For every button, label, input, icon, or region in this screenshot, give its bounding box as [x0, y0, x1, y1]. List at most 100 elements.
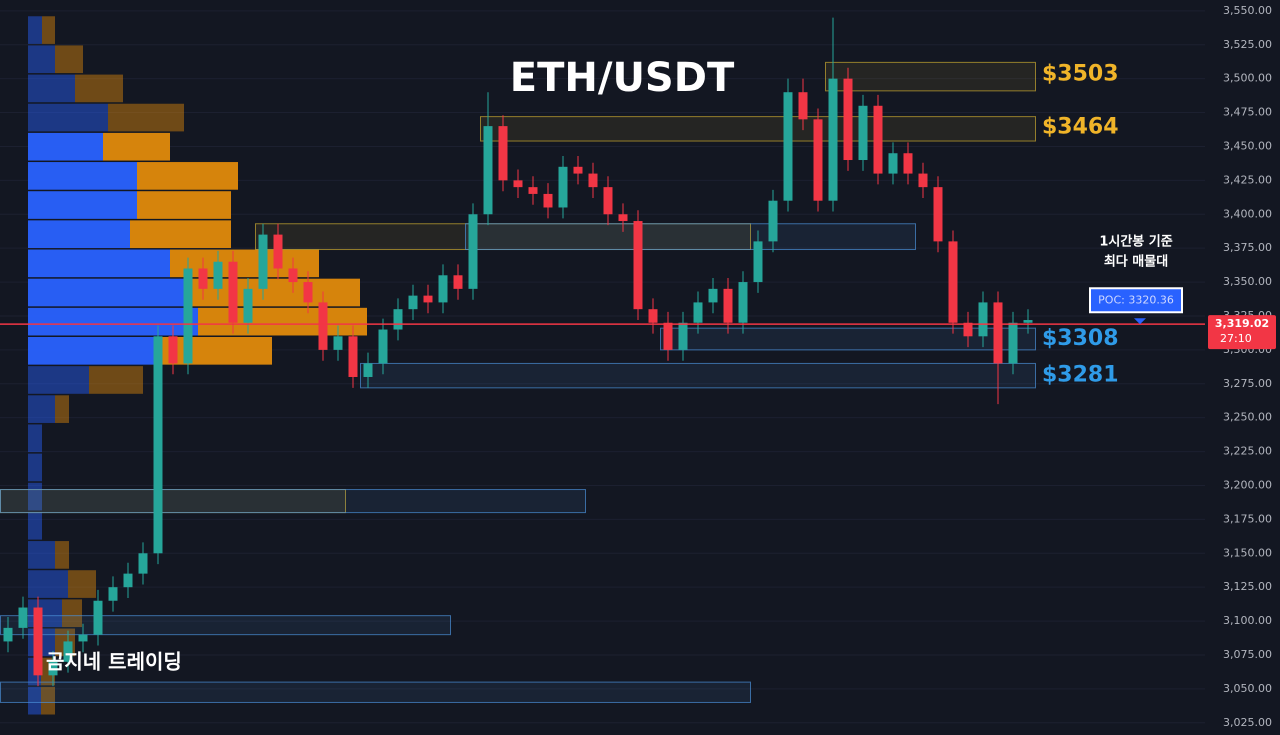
zone	[0, 489, 586, 514]
candle-body	[123, 573, 133, 588]
poc-label: POC: 3320.36	[1098, 293, 1174, 306]
candle-body	[153, 336, 163, 554]
y-tick-label: 3,500.00	[1223, 72, 1272, 85]
candle-body	[1008, 322, 1018, 364]
candle-body	[378, 329, 388, 364]
candle-body	[63, 641, 73, 662]
watermark: 곰지네 트레이딩	[46, 650, 182, 674]
candle-body	[348, 336, 358, 377]
y-tick-label: 3,075.00	[1223, 648, 1272, 661]
y-tick-label: 3,100.00	[1223, 614, 1272, 627]
zone	[255, 223, 751, 251]
candle-body	[513, 180, 523, 188]
candle-body	[618, 214, 628, 222]
candle-body	[18, 607, 28, 628]
candle-body	[918, 173, 928, 188]
candle-body	[993, 302, 1003, 364]
zone	[465, 223, 916, 251]
y-tick-label: 3,400.00	[1223, 207, 1272, 220]
candle-body	[873, 105, 883, 174]
profile-buy-bar	[28, 278, 190, 307]
candle-body	[393, 309, 403, 330]
candle-body	[753, 241, 763, 283]
candle-body	[678, 322, 688, 350]
profile-sell-bar	[198, 307, 367, 336]
candle-body	[273, 234, 283, 269]
candle-body	[483, 126, 493, 215]
candle-body	[453, 275, 463, 289]
candle-body	[903, 153, 913, 174]
candle-body	[573, 166, 583, 174]
candle-body	[543, 193, 553, 208]
zone	[660, 327, 1036, 351]
poc-pointer	[1134, 318, 1146, 325]
y-tick-label: 3,150.00	[1223, 546, 1272, 559]
last-price-label: 3,319.02	[1215, 317, 1269, 330]
candle-body	[813, 119, 823, 201]
last-price-box	[1208, 315, 1276, 350]
zone	[825, 61, 1036, 92]
candle-body	[783, 92, 793, 201]
candle-body	[693, 302, 703, 323]
candle-body	[108, 587, 118, 601]
candle-body	[228, 261, 238, 323]
profile-buy-bar	[28, 511, 42, 540]
profile-buy-bar	[28, 541, 55, 569]
candle-body	[363, 363, 373, 377]
candle-body	[213, 261, 223, 289]
y-tick-label: 3,125.00	[1223, 580, 1272, 593]
profile-buy-bar	[28, 424, 42, 453]
candle-body	[888, 153, 898, 174]
candle-body	[663, 322, 673, 350]
y-tick-label: 3,275.00	[1223, 377, 1272, 390]
candle-body	[198, 268, 208, 289]
y-tick-label: 3,050.00	[1223, 682, 1272, 695]
profile-sell-bar	[137, 162, 238, 190]
y-tick-label: 3,375.00	[1223, 241, 1272, 254]
profile-buy-bar	[28, 395, 55, 423]
profile-sell-bar	[108, 103, 184, 132]
candle-body	[3, 627, 13, 642]
y-tick-label: 3,350.00	[1223, 275, 1272, 288]
profile-buy-bar	[28, 336, 160, 365]
candle-body	[843, 78, 853, 161]
profile-sell-bar	[55, 541, 69, 569]
candle-body	[408, 295, 418, 310]
candle-body	[648, 309, 658, 323]
candle-body	[243, 288, 253, 323]
profile-buy-bar	[28, 132, 103, 161]
profile-buy-bar	[28, 191, 137, 219]
y-tick-label: 3,425.00	[1223, 173, 1272, 186]
profile-sell-bar	[62, 599, 82, 628]
candle-body	[768, 200, 778, 242]
candle-body	[423, 295, 433, 303]
candle-body	[498, 126, 508, 181]
profile-buy-bar	[28, 103, 108, 132]
zone	[480, 116, 1036, 142]
profile-buy-bar	[28, 45, 55, 74]
profile-sell-bar	[103, 132, 170, 161]
candle-body	[318, 302, 328, 350]
candle-body	[303, 282, 313, 303]
candle-body	[333, 336, 343, 350]
profile-sell-bar	[137, 191, 231, 219]
candle-body	[828, 78, 838, 201]
candle-body	[93, 600, 103, 635]
candle-body	[48, 661, 58, 676]
level-label: $3503	[1042, 62, 1119, 87]
profile-sell-bar	[55, 45, 83, 74]
candle-body	[633, 221, 643, 310]
profile-sell-bar	[75, 74, 123, 103]
candle-body	[708, 288, 718, 303]
y-tick-label: 3,250.00	[1223, 411, 1272, 424]
candle-body	[528, 187, 538, 194]
profile-buy-bar	[28, 307, 198, 336]
candle-body	[138, 553, 148, 574]
countdown: 27:10	[1220, 332, 1252, 345]
candle-body	[1023, 320, 1033, 323]
chart-title: ETH/USDT	[510, 55, 735, 101]
profile-sell-bar	[42, 16, 55, 44]
poc-box	[1089, 287, 1183, 314]
